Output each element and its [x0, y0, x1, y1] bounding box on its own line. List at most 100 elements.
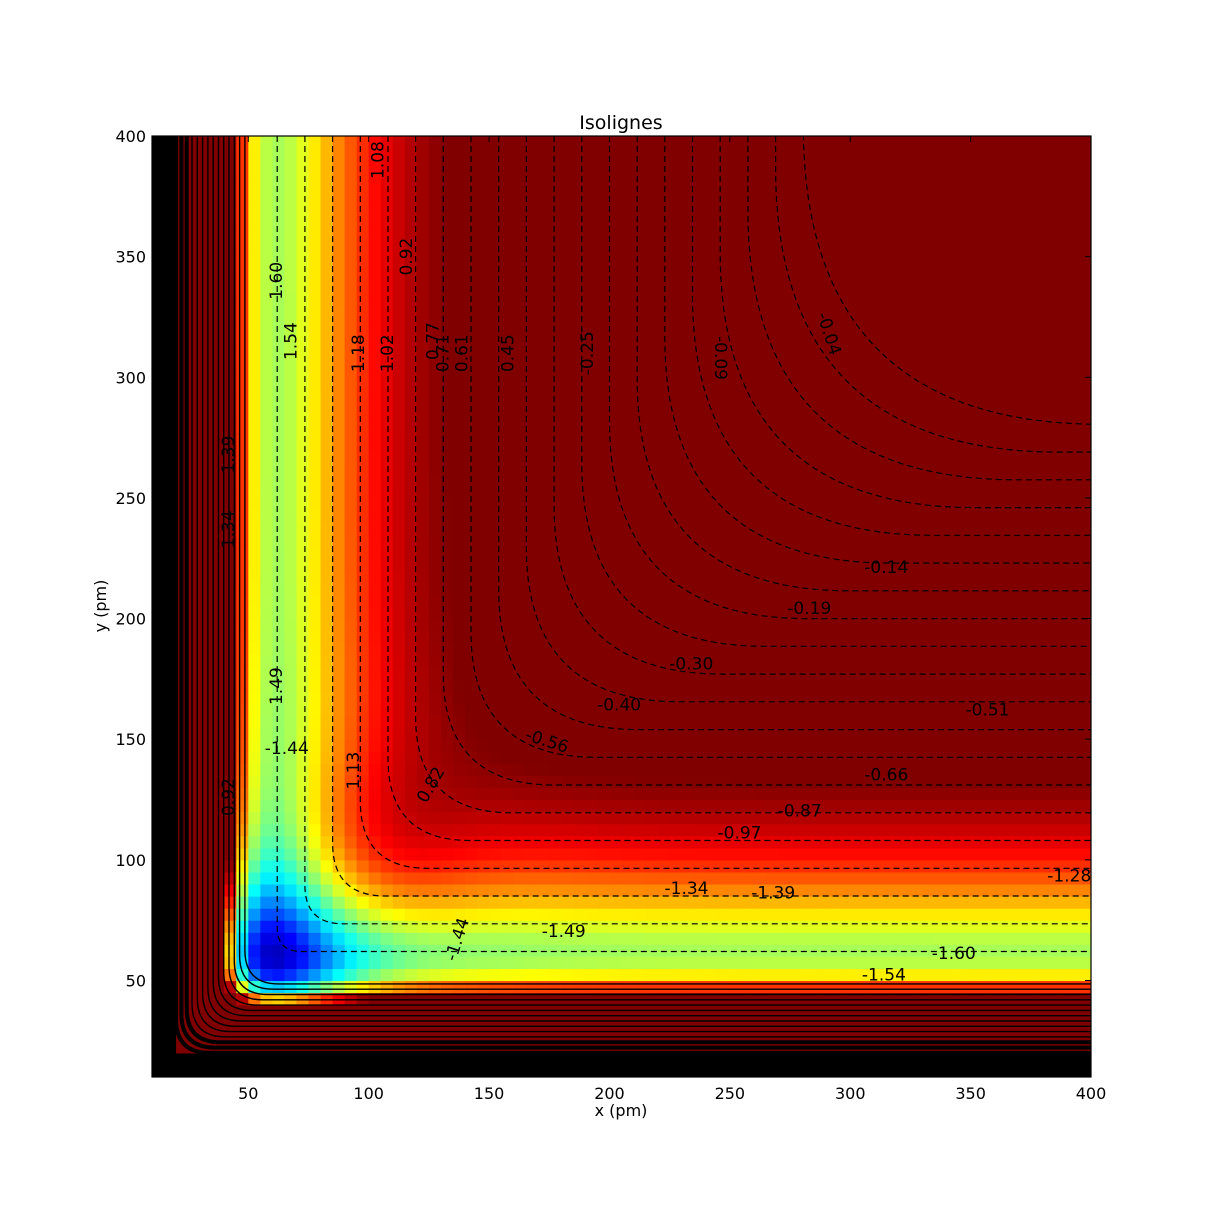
heat-cell	[392, 594, 406, 608]
heat-cell	[669, 136, 683, 149]
heat-cell	[778, 871, 791, 885]
heat-cell	[741, 546, 755, 559]
heat-cell	[693, 968, 707, 982]
heat-cell	[164, 690, 177, 704]
heat-cell	[296, 413, 310, 427]
heat-cell	[633, 208, 647, 222]
heat-cell	[790, 220, 803, 234]
heat-cell	[236, 1004, 249, 1018]
heat-cell	[368, 799, 382, 813]
heat-cell	[452, 473, 466, 487]
heat-cell	[224, 1052, 237, 1066]
heat-cell	[549, 666, 562, 680]
heat-cell	[152, 268, 165, 282]
heat-cell	[248, 1016, 261, 1030]
heat-cell	[465, 546, 478, 559]
heat-cell	[753, 883, 767, 897]
heat-cell	[561, 763, 574, 776]
heat-cell	[200, 365, 213, 378]
heat-cell	[537, 522, 550, 535]
heat-cell	[489, 268, 502, 282]
heat-cell	[597, 136, 611, 149]
heat-cell	[838, 606, 851, 620]
heat-cell	[814, 558, 827, 571]
heat-cell	[440, 618, 454, 632]
heat-cell	[320, 558, 334, 571]
heat-cell	[428, 196, 442, 209]
heat-cell	[248, 654, 261, 668]
heat-cell	[152, 437, 165, 451]
heat-cell	[717, 1052, 731, 1066]
heat-cell	[573, 823, 586, 837]
heat-cell	[164, 654, 177, 668]
heat-cell	[585, 932, 599, 945]
heat-cell	[356, 920, 370, 933]
heat-cell	[344, 908, 358, 921]
heat-cell	[669, 208, 683, 222]
heat-cell	[368, 618, 382, 632]
heat-cell	[886, 811, 899, 825]
heat-cell	[645, 160, 659, 173]
heat-cell	[440, 268, 454, 282]
heat-cell	[380, 992, 394, 1006]
heat-cell	[440, 715, 454, 728]
heat-cell	[332, 739, 346, 752]
heat-cell	[525, 871, 538, 885]
heat-cell	[850, 787, 863, 801]
heat-cell	[778, 835, 791, 849]
heat-cell	[308, 799, 322, 813]
heat-cell	[874, 835, 887, 849]
heat-cell	[489, 715, 502, 728]
heat-cell	[260, 1016, 273, 1030]
heat-cell	[681, 799, 695, 813]
heat-cell	[886, 232, 899, 246]
heat-cell	[705, 232, 719, 246]
heat-cell	[248, 485, 261, 499]
heat-cell	[645, 256, 659, 270]
heat-cell	[236, 606, 249, 620]
heat-cell	[874, 847, 887, 861]
heat-cell	[838, 1052, 851, 1066]
heat-cell	[368, 678, 382, 692]
heat-cell	[826, 365, 839, 378]
heat-cell	[525, 654, 538, 668]
heat-cell	[513, 847, 526, 861]
heat-cell	[260, 413, 273, 427]
heat-cell	[501, 485, 514, 499]
heat-cell	[308, 980, 322, 994]
heat-cell	[753, 920, 767, 933]
heat-cell	[814, 256, 827, 270]
heat-cell	[753, 630, 767, 644]
heat-cell	[152, 968, 165, 982]
heat-cell	[862, 570, 875, 583]
heat-cell	[765, 558, 779, 571]
heat-cell	[729, 232, 743, 246]
heat-cell	[404, 160, 418, 173]
heat-cell	[693, 715, 707, 728]
heat-cell	[609, 847, 623, 861]
heat-cell	[717, 160, 731, 173]
heat-cell	[549, 992, 562, 1006]
heat-cell	[513, 389, 526, 403]
heat-cell	[248, 944, 261, 957]
heat-cell	[705, 980, 719, 994]
heat-cell	[200, 606, 213, 620]
heat-cell	[489, 690, 502, 704]
heat-cell	[188, 329, 201, 342]
heat-cell	[489, 992, 502, 1006]
heat-cell	[850, 377, 863, 390]
heat-cell	[573, 497, 586, 511]
heat-cell	[513, 160, 526, 173]
heat-cell	[284, 413, 298, 427]
heat-cell	[465, 944, 478, 957]
heat-cell	[633, 666, 647, 680]
heat-cell	[513, 353, 526, 366]
heat-cell	[296, 678, 310, 692]
heat-cell	[741, 775, 755, 789]
heat-cell	[778, 497, 791, 511]
heat-cell	[765, 160, 779, 173]
heat-cell	[729, 642, 743, 656]
heat-cell	[621, 871, 635, 885]
heat-cell	[549, 160, 562, 173]
heat-cell	[332, 630, 346, 644]
